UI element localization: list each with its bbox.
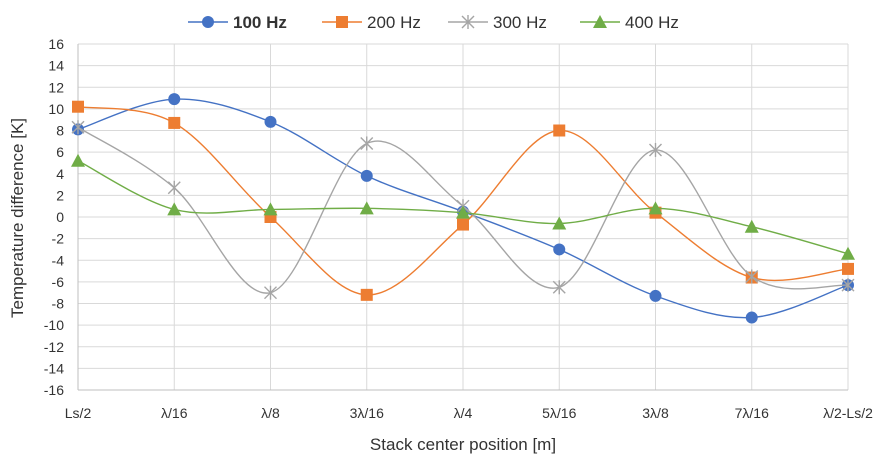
data-point [360,288,373,301]
data-point [71,120,85,135]
data-point [552,216,567,230]
legend-entry: 100 Hz [188,13,287,32]
data-point [359,201,374,215]
data-point [168,93,181,106]
data-point [649,142,662,157]
y-tick-label: 10 [48,101,64,117]
data-point [71,153,85,167]
y-tick-label: 8 [56,123,64,139]
y-tick-label: 6 [56,144,64,160]
legend-entry: 300 Hz [448,13,547,32]
y-tick-label: -12 [44,339,64,355]
data-point [457,218,469,231]
data-point [553,243,566,256]
legend-marker [336,16,348,28]
x-tick-label: Ls/2 [65,405,92,421]
x-tick-label: 7λ/16 [735,405,769,421]
data-point [72,100,84,113]
data-point [168,116,181,129]
x-tick-label: 3λ/16 [350,405,384,421]
y-tick-label: -14 [44,360,64,376]
series-layer [71,93,855,324]
legend: 100 Hz 200 Hz 300 Hz 400 Hz [188,13,679,32]
legend-label: 400 Hz [625,13,679,32]
x-axis-label: Stack center position [m] [370,435,556,454]
y-tick-label: 4 [56,166,64,182]
y-tick-label: -10 [44,317,64,333]
data-point [745,269,759,284]
x-tick-label: λ/2-Ls/2 [823,405,873,421]
y-tick-label: -16 [44,382,64,398]
data-point [167,202,182,216]
y-tick-label: 2 [56,187,64,203]
y-tick-label: -4 [52,252,65,268]
data-point [360,169,373,182]
y-tick-labels: 16 14 12 10 8 6 4 2 0 -2 -4 -6 -8 -10 -12 -14 -16 [44,36,64,398]
data-point [745,311,758,324]
legend-marker [202,16,214,28]
legend-entry: 200 Hz [322,13,421,32]
y-tick-label: 12 [48,79,64,95]
data-point [456,205,470,219]
y-tick-label: -8 [52,296,65,312]
data-point [360,136,374,151]
x-tick-label: 5λ/16 [542,405,576,421]
legend-label: 100 Hz [233,13,287,32]
x-tick-labels: Ls/2 λ/16 λ/8 3λ/16 λ/4 5λ/16 3λ/8 7λ/16 λ/2-Ls/… [65,405,873,421]
data-point [167,180,181,195]
legend-marker [461,15,475,29]
x-tick-label: λ/4 [454,405,473,421]
data-point [264,115,277,128]
legend-entry: 400 Hz [580,13,679,32]
data-point [841,278,855,293]
y-tick-label: -6 [52,274,65,290]
x-tick-label: 3λ/8 [642,405,669,421]
data-point [842,262,854,275]
data-point [744,219,759,233]
x-tick-label: λ/16 [161,405,188,421]
y-axis-label: Temperature difference [K] [8,118,27,318]
y-tick-label: 16 [48,36,64,52]
data-point [263,202,278,216]
data-point [648,201,663,215]
data-point [841,246,855,260]
data-point [264,285,277,300]
legend-label: 200 Hz [367,13,421,32]
legend-marker [593,15,607,28]
data-point [649,289,662,302]
data-point [553,124,566,137]
legend-label: 300 Hz [493,13,547,32]
x-tick-label: λ/8 [261,405,280,421]
series-400-hz [71,153,855,260]
data-point [552,280,566,295]
y-tick-label: 14 [48,58,64,74]
y-tick-label: -2 [52,231,65,247]
y-tick-label: 0 [56,209,64,225]
